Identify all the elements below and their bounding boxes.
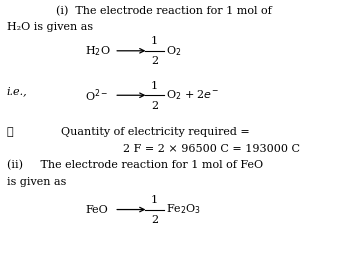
Text: Quantity of electricity required =: Quantity of electricity required = xyxy=(61,127,250,137)
Text: Fe$_2$O$_3$: Fe$_2$O$_3$ xyxy=(166,203,202,216)
Text: H$_2$O: H$_2$O xyxy=(85,44,111,58)
Text: (i)  The electrode reaction for 1 mol of: (i) The electrode reaction for 1 mol of xyxy=(56,6,271,17)
Text: O$_2$ + 2$e^{-}$: O$_2$ + 2$e^{-}$ xyxy=(166,88,219,102)
Text: H₂O is given as: H₂O is given as xyxy=(7,22,93,31)
Text: is given as: is given as xyxy=(7,177,66,186)
Text: 1: 1 xyxy=(151,81,158,91)
Text: O$_2$: O$_2$ xyxy=(166,44,182,58)
Text: ∴: ∴ xyxy=(7,127,13,137)
Text: (ii)     The electrode reaction for 1 mol of FeO: (ii) The electrode reaction for 1 mol of… xyxy=(7,160,263,170)
Text: 2: 2 xyxy=(151,215,158,225)
Text: 2: 2 xyxy=(151,56,158,67)
Text: 2: 2 xyxy=(151,101,158,111)
Text: i.e.,: i.e., xyxy=(7,86,27,96)
Text: 1: 1 xyxy=(151,36,158,46)
Text: 2 F = 2 × 96500 C = 193000 C: 2 F = 2 × 96500 C = 193000 C xyxy=(123,144,300,153)
Text: 1: 1 xyxy=(151,195,158,205)
Text: O$^{2-}$: O$^{2-}$ xyxy=(85,87,108,104)
Text: FeO: FeO xyxy=(85,204,108,215)
